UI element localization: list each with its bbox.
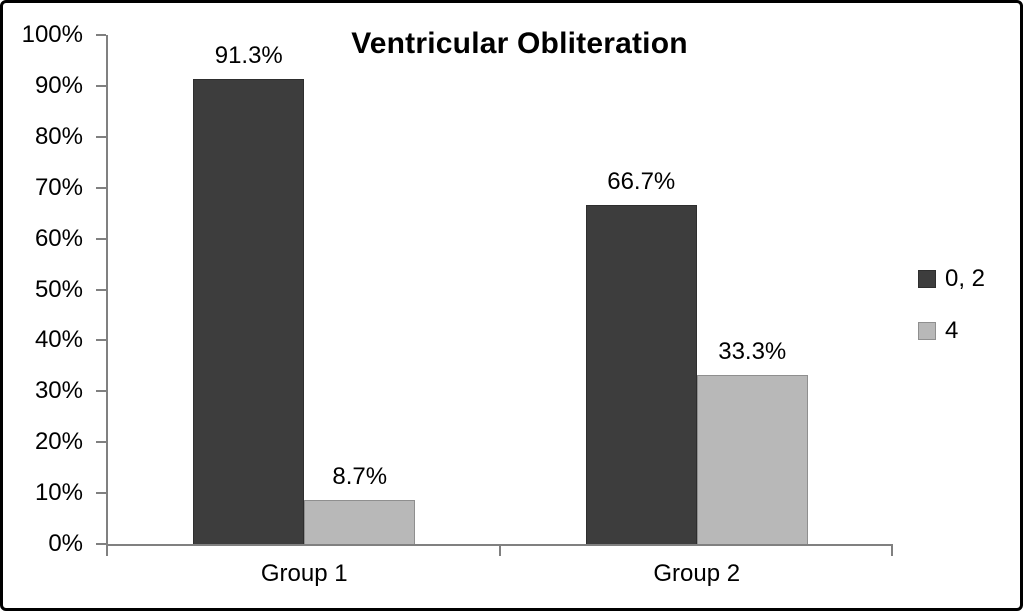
y-axis-tick xyxy=(96,135,106,138)
legend-item: 0, 2 xyxy=(918,267,985,291)
bar-series-1-cat-2 xyxy=(585,204,697,544)
y-axis-tick xyxy=(96,84,106,87)
x-axis-line xyxy=(106,544,893,546)
legend-label: 4 xyxy=(945,317,959,344)
y-axis-tick xyxy=(96,339,106,342)
y-axis-line xyxy=(106,35,108,546)
legend-label: 0, 2 xyxy=(945,265,986,292)
y-axis-tick-label: 20% xyxy=(34,428,83,456)
y-axis-tick-label: 90% xyxy=(34,71,83,99)
category-label: Group 1 xyxy=(260,560,348,587)
y-axis-tick xyxy=(96,492,106,495)
legend-swatch-icon xyxy=(918,322,936,340)
y-axis-tick-label: 10% xyxy=(34,479,83,507)
x-axis-tick xyxy=(106,546,108,556)
bar-series-1-cat-1 xyxy=(193,79,305,544)
x-axis-tick xyxy=(891,546,893,556)
y-axis-tick xyxy=(96,390,106,393)
bar-value-label: 91.3% xyxy=(214,42,283,70)
bar-series-2-cat-2 xyxy=(696,374,808,544)
x-axis-tick xyxy=(498,546,501,556)
y-axis-tick xyxy=(96,288,106,291)
legend-swatch-icon xyxy=(918,270,936,288)
y-axis-tick-label: 80% xyxy=(34,122,83,150)
y-axis-tick xyxy=(96,34,106,36)
y-axis-tick-label: 30% xyxy=(34,377,83,405)
y-axis-tick-label: 70% xyxy=(34,173,83,201)
y-axis-tick-label: 40% xyxy=(34,326,83,354)
y-axis-tick xyxy=(96,543,106,545)
y-axis-tick xyxy=(96,237,106,240)
plot-area: 100% 90% 80% 70% 60% 50% 40% 30% 20% 10% 0% Group 1… xyxy=(22,21,893,587)
y-axis-tick xyxy=(96,186,106,189)
y-axis-tick-label: 100% xyxy=(21,21,83,48)
bar-series-2-cat-1 xyxy=(304,499,416,544)
legend: 0, 2 4 xyxy=(918,267,985,343)
bar-value-label: 66.7% xyxy=(607,167,676,195)
y-axis-tick xyxy=(96,441,106,444)
y-axis-tick-label: 50% xyxy=(34,275,83,303)
y-axis-tick-label: 0% xyxy=(48,530,83,557)
category-label: Group 2 xyxy=(653,560,741,587)
legend-item: 4 xyxy=(918,319,985,343)
y-axis-tick-label: 60% xyxy=(34,224,83,252)
bar-value-label: 8.7% xyxy=(332,462,388,490)
chart-title: Ventricular Obliteration xyxy=(351,27,688,60)
bar-value-label: 33.3% xyxy=(718,337,787,365)
